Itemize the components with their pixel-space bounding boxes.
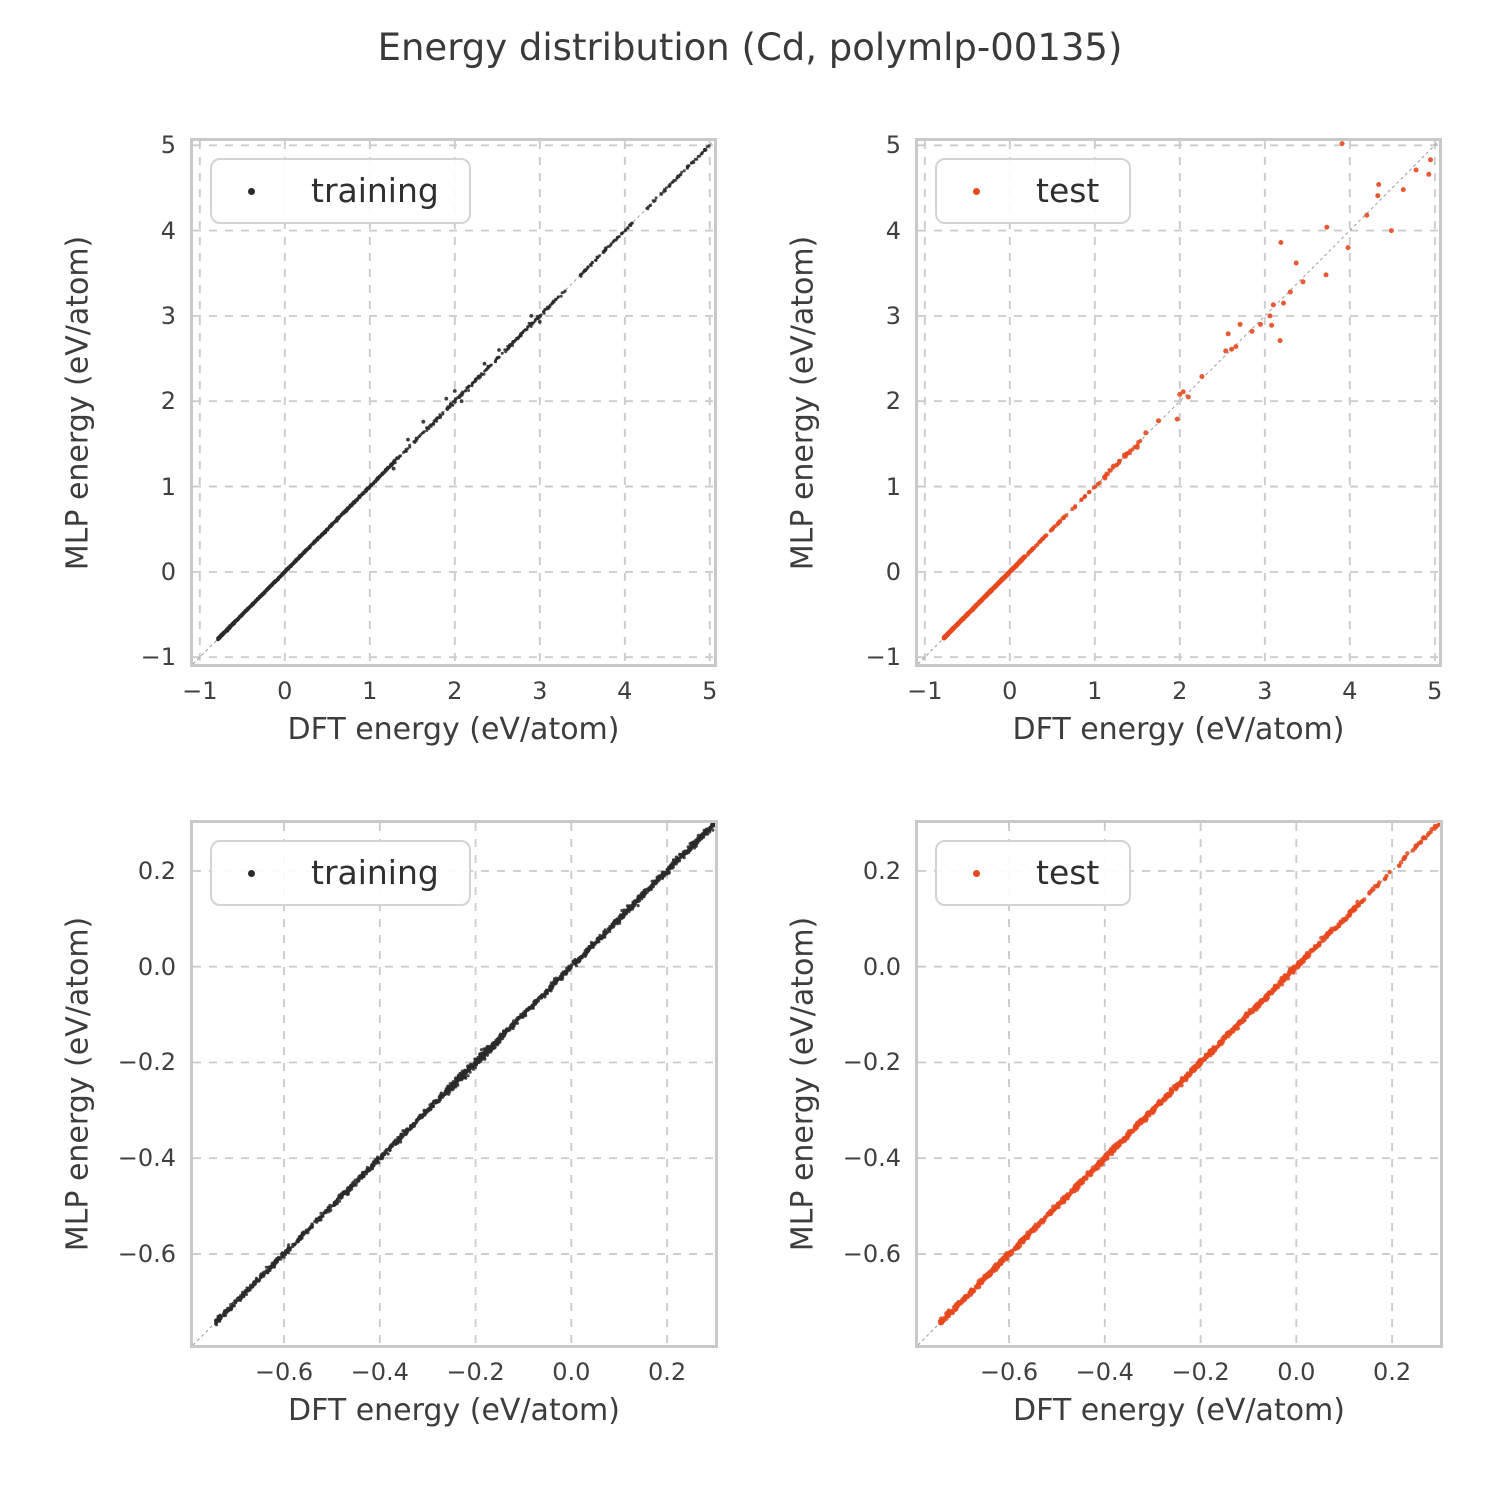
x-tick-label: 1 xyxy=(1087,677,1103,705)
y-tick-label: −0.6 xyxy=(842,1240,901,1268)
legend-label: training xyxy=(311,853,439,892)
y-tick-label: −1 xyxy=(865,643,901,672)
x-tick-label: −0.2 xyxy=(1171,1358,1230,1386)
plot-area-training-zoom xyxy=(190,820,718,1348)
x-tick-label: 2 xyxy=(1172,677,1188,705)
x-tick-label: −0.2 xyxy=(446,1358,505,1386)
legend-test-full: test xyxy=(935,158,1132,225)
y-tick-label: 2 xyxy=(160,387,176,416)
y-tick-label: 5 xyxy=(160,131,176,160)
y-tick-label: 0 xyxy=(885,557,901,586)
y-tick-label: 0.2 xyxy=(862,856,901,885)
legend-label: test xyxy=(1036,171,1100,210)
x-tick-label: 3 xyxy=(1257,677,1273,705)
x-tick-label: −0.6 xyxy=(979,1358,1039,1386)
x-tick-label: 0.2 xyxy=(648,1358,687,1386)
y-axis-label: MLP energy (eV/atom) xyxy=(785,916,821,1252)
x-tick-label: 5 xyxy=(1427,677,1443,705)
x-tick-label: 0.0 xyxy=(1277,1358,1316,1386)
y-tick-label: 0.2 xyxy=(137,856,176,885)
x-tick-label: −0.4 xyxy=(350,1358,409,1386)
x-tick-label: −0.6 xyxy=(254,1358,314,1386)
legend-training-full: training xyxy=(210,158,471,225)
y-tick-label: 2 xyxy=(885,387,901,416)
y-tick-label: −0.6 xyxy=(117,1240,176,1268)
x-axis-label: DFT energy (eV/atom) xyxy=(1013,1393,1345,1428)
y-axis-label: MLP energy (eV/atom) xyxy=(60,916,96,1252)
y-tick-label: −0.4 xyxy=(117,1144,176,1173)
x-tick-label: −1 xyxy=(907,677,943,705)
y-axis-label: MLP energy (eV/atom) xyxy=(785,235,821,570)
y-tick-label: 0 xyxy=(160,557,176,586)
legend-marker-dot xyxy=(973,869,980,877)
legend-test-zoom: test xyxy=(935,840,1132,907)
subplot-training-full: training DFT energy (eV/atom) MLP energy… xyxy=(61,131,718,747)
legend-marker-dot xyxy=(248,187,255,195)
y-tick-label: 4 xyxy=(885,216,901,245)
y-tick-label: 0.0 xyxy=(137,952,176,981)
x-tick-label: 0 xyxy=(277,677,293,705)
x-tick-label: 2 xyxy=(447,677,463,705)
x-tick-label: 3 xyxy=(532,677,548,705)
x-tick-label: 0.2 xyxy=(1373,1358,1412,1386)
subplot-test-zoom: test DFT energy (eV/atom) MLP energy (eV… xyxy=(786,820,1443,1428)
y-tick-label: 0.0 xyxy=(862,952,901,981)
y-tick-label: 5 xyxy=(885,131,901,160)
y-tick-label: 3 xyxy=(160,301,176,330)
plot-area-training-full xyxy=(190,138,717,667)
x-tick-label: 4 xyxy=(1342,677,1358,705)
legend-marker-dot xyxy=(973,187,980,195)
x-tick-label: 5 xyxy=(702,677,718,705)
x-tick-label: −0.4 xyxy=(1075,1358,1134,1386)
y-tick-label: 1 xyxy=(160,472,176,501)
legend-training-zoom: training xyxy=(210,840,471,907)
plot-area-test-full xyxy=(915,138,1442,667)
x-axis-label: DFT energy (eV/atom) xyxy=(287,712,620,747)
x-tick-label: −1 xyxy=(182,677,218,705)
y-tick-label: 3 xyxy=(885,301,901,330)
x-tick-label: 4 xyxy=(617,677,633,705)
y-tick-label: −1 xyxy=(140,643,176,672)
y-tick-label: −0.2 xyxy=(842,1048,901,1077)
legend-label: training xyxy=(311,171,439,210)
x-tick-label: 1 xyxy=(362,677,378,705)
subplot-training-zoom: training DFT energy (eV/atom) MLP energy… xyxy=(61,820,718,1428)
subplot-test-full: test DFT energy (eV/atom) MLP energy (eV… xyxy=(786,131,1443,747)
y-axis-label: MLP energy (eV/atom) xyxy=(60,235,96,570)
x-axis-label: DFT energy (eV/atom) xyxy=(288,1393,620,1428)
y-tick-label: 4 xyxy=(160,216,176,245)
x-axis-label: DFT energy (eV/atom) xyxy=(1012,712,1345,747)
x-tick-label: 0 xyxy=(1002,677,1018,705)
figure-title: Energy distribution (Cd, polymlp-00135) xyxy=(377,26,1123,69)
y-tick-label: −0.4 xyxy=(842,1144,901,1173)
y-tick-label: −0.2 xyxy=(117,1048,176,1077)
plot-area-test-zoom xyxy=(915,820,1443,1348)
legend-marker-dot xyxy=(248,869,255,877)
y-tick-label: 1 xyxy=(885,472,901,501)
legend-label: test xyxy=(1036,853,1100,892)
x-tick-label: 0.0 xyxy=(552,1358,591,1386)
